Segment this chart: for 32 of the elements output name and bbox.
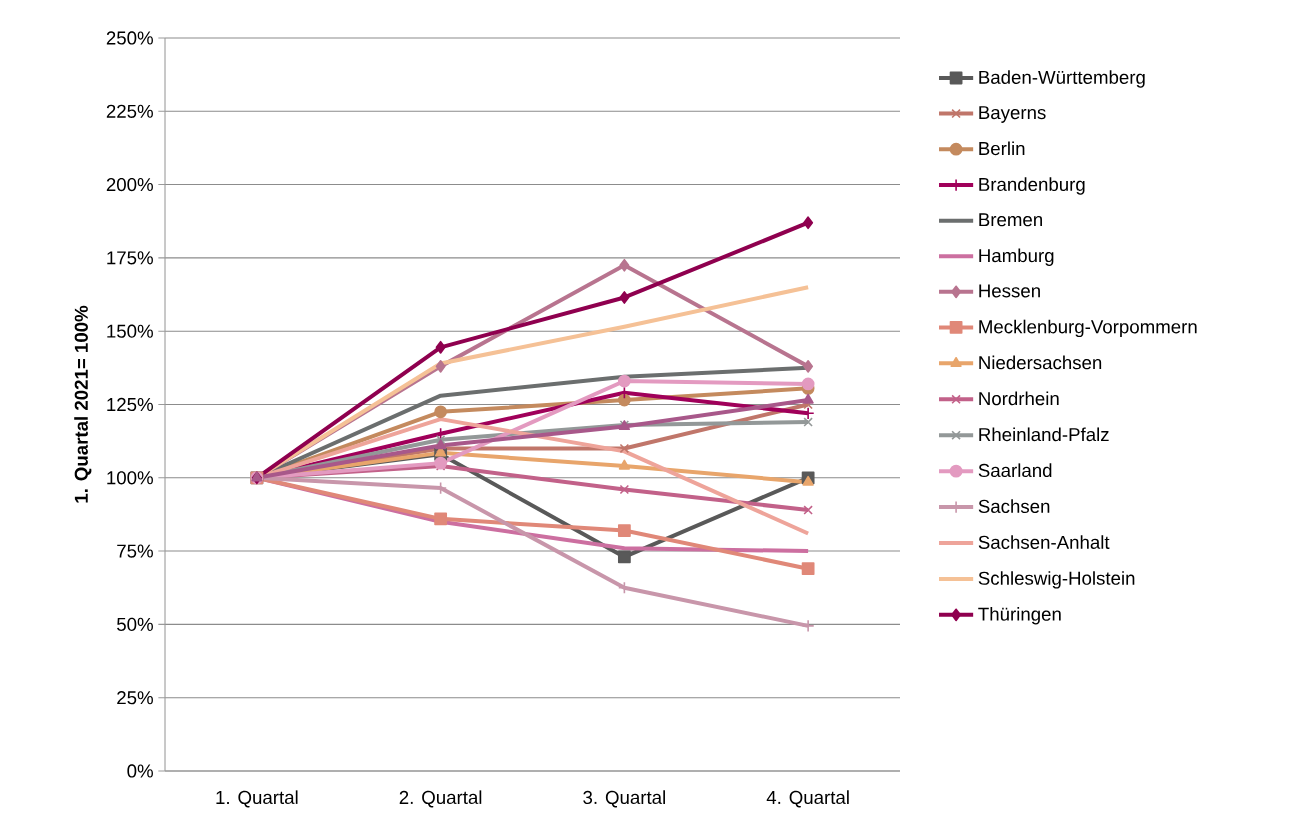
legend-label: Hessen xyxy=(979,284,1040,298)
legend-label: Berlin xyxy=(979,141,1025,156)
x-tick-label: 4. Quartal xyxy=(766,790,849,808)
y-tick-label: 0% xyxy=(127,764,153,778)
y-axis-title: 1. Quartal 2021= 100% xyxy=(74,305,92,503)
legend-label: Saarland xyxy=(978,463,1052,478)
legend-label: Bremen xyxy=(979,213,1042,227)
y-tick-label: 125% xyxy=(107,397,153,412)
legend-label: Sachsen-Anhalt xyxy=(978,535,1110,549)
y-tick-label: 225% xyxy=(106,104,153,118)
y-tick-label: 150% xyxy=(107,324,153,338)
legend-label: Hamburg xyxy=(979,248,1054,266)
legend-label: Baden-Württemberg xyxy=(979,70,1145,88)
legend-label: Rheinland-Pfalz xyxy=(979,427,1109,442)
legend-label: Niedersachsen xyxy=(979,355,1102,370)
legend-label: Schleswig-Holstein xyxy=(978,571,1135,589)
y-tick-label: 75% xyxy=(117,544,153,558)
x-tick-label: 3. Quartal xyxy=(583,790,665,808)
legend-label: Bayerns xyxy=(979,106,1046,123)
x-tick-label: 2. Quartal xyxy=(399,790,482,808)
legend-label: Thüringen xyxy=(978,607,1061,625)
y-tick-label: 50% xyxy=(117,617,153,631)
legend-label: Brandenburg xyxy=(979,177,1085,195)
y-tick-label: 250% xyxy=(106,31,153,45)
y-tick-label: 200% xyxy=(106,177,153,192)
legend-label: Mecklenburg-Vorpommern xyxy=(979,319,1197,338)
y-tick-label: 25% xyxy=(117,691,153,705)
y-tick-label: 175% xyxy=(107,251,153,265)
legend-label: Nordrhein xyxy=(979,391,1059,406)
legend-label: Sachsen xyxy=(978,499,1050,514)
x-tick-label: 1. Quartal xyxy=(216,790,298,808)
y-tick-label: 100% xyxy=(107,471,153,485)
